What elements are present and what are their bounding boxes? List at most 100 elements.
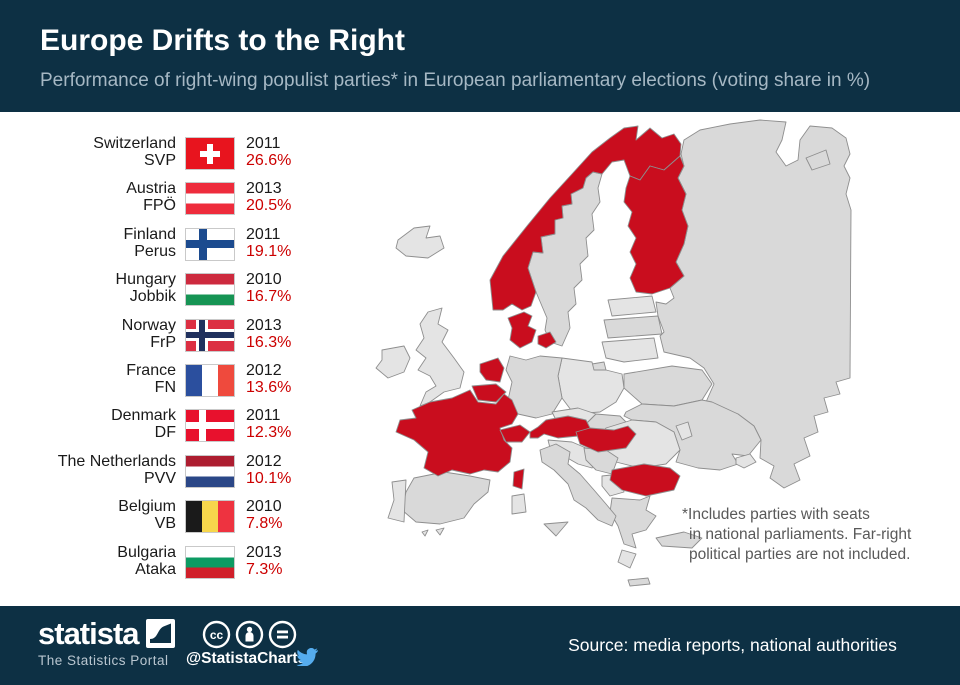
footer: statista The Statistics Portal cc @Stati… — [0, 606, 960, 685]
map-switzerland — [499, 424, 531, 443]
license-icons: cc — [202, 620, 297, 654]
svg-text:cc: cc — [210, 628, 224, 642]
vote-share: 7.3% — [246, 560, 283, 578]
no-derivatives-icon[interactable] — [268, 620, 297, 654]
country-label: France — [126, 361, 176, 379]
map-germany — [505, 355, 563, 419]
vote-share: 20.5% — [246, 197, 292, 215]
country-flag-icon — [185, 273, 235, 307]
map-denmark — [507, 311, 537, 349]
page-title: Europe Drifts to the Right — [40, 24, 405, 57]
map-belarus — [623, 365, 713, 407]
party-label: Ataka — [135, 560, 176, 578]
twitter-icon[interactable] — [296, 647, 318, 671]
list-item: Belgium VB 2010 7.8% — [40, 497, 330, 542]
country-flag-icon — [185, 227, 235, 261]
list-item: Denmark DF 2011 12.3% — [40, 406, 330, 451]
country-label: Switzerland — [93, 135, 176, 152]
country-label: Hungary — [115, 271, 176, 289]
map-portugal — [387, 479, 407, 523]
list-item: France FN 2012 13.6% — [40, 361, 330, 406]
map-bulgaria — [609, 463, 681, 497]
vote-share: 26.6% — [246, 152, 292, 169]
list-item: Norway FrP 2013 16.3% — [40, 316, 330, 361]
footnote-line: political parties are not included. — [689, 546, 911, 563]
header: Europe Drifts to the Right Performance o… — [0, 0, 960, 112]
list-item: Austria FPÖ 2013 20.5% — [40, 179, 330, 224]
map-sicily — [543, 521, 569, 537]
map-latvia — [603, 315, 663, 339]
country-flag-icon — [185, 137, 235, 170]
footnote-line: in national parliaments. Far-right — [689, 526, 912, 543]
statista-tagline: The Statistics Portal — [38, 653, 169, 668]
europe-choropleth — [375, 119, 852, 587]
party-label: DF — [154, 424, 176, 442]
list-item: Switzerland SVP 2011 26.6% — [40, 134, 330, 179]
map-sardinia — [511, 493, 527, 515]
map-lithuania — [601, 337, 659, 363]
country-flag-icon — [185, 318, 235, 352]
footnote-line: *Includes parties with seats — [682, 506, 870, 523]
country-label: Norway — [121, 316, 176, 334]
election-year: 2013 — [246, 180, 282, 198]
country-flag-icon — [185, 454, 235, 488]
country-flag-icon — [185, 182, 235, 216]
country-label: Bulgaria — [117, 543, 176, 561]
map-denmark-island — [537, 331, 557, 349]
map-ireland — [375, 345, 411, 379]
map-turkey — [655, 531, 703, 549]
statista-logo-icon — [146, 619, 175, 653]
election-year: 2010 — [246, 498, 282, 516]
vote-share: 13.6% — [246, 378, 292, 396]
map-moldova — [675, 421, 693, 441]
vote-share: 7.8% — [246, 515, 283, 533]
country-label: Denmark — [111, 407, 176, 425]
list-item: Finland Perus 2011 19.1% — [40, 225, 330, 270]
list-item: Hungary Jobbik 2010 16.7% — [40, 270, 330, 315]
country-flag-icon — [185, 409, 235, 443]
vote-share: 19.1% — [246, 242, 292, 260]
source-text: Source: media reports, national authorit… — [568, 635, 897, 655]
election-year: 2012 — [246, 452, 282, 470]
election-year: 2012 — [246, 361, 282, 379]
election-year: 2013 — [246, 543, 282, 561]
list-item: The Netherlands PVV 2012 10.1% — [40, 452, 330, 497]
party-label: VB — [154, 515, 176, 533]
map-crimea — [735, 453, 757, 469]
party-label: Perus — [134, 242, 176, 260]
country-label: Belgium — [118, 498, 176, 516]
map-balearic-islands — [435, 527, 445, 536]
country-flag-icon — [185, 363, 235, 397]
map-finland — [623, 155, 689, 295]
map-balearic-islands — [421, 529, 429, 537]
party-label: FN — [154, 378, 176, 396]
party-label: SVP — [143, 152, 176, 169]
map-russia-island — [805, 149, 831, 171]
ranking-list: Switzerland SVP 2011 26.6% Austria FPÖ 2… — [40, 134, 330, 588]
election-year: 2011 — [246, 135, 281, 152]
twitter-handle[interactable]: @StatistaCharts — [186, 650, 307, 667]
map-belgium — [471, 383, 507, 403]
cc-icon[interactable]: cc — [202, 620, 231, 654]
party-label: FrP — [150, 333, 176, 351]
vote-share: 10.1% — [246, 469, 292, 487]
page-subtitle: Performance of right-wing populist parti… — [40, 70, 871, 91]
statista-logo-text: statista — [38, 616, 140, 651]
election-year: 2013 — [246, 316, 282, 334]
country-label: Finland — [123, 225, 176, 243]
country-flag-icon — [185, 500, 235, 534]
map-united-kingdom — [415, 307, 465, 407]
map-peloponnese — [617, 549, 637, 569]
map-italy — [539, 443, 617, 527]
country-label: Austria — [126, 180, 176, 198]
map-crete — [627, 577, 651, 587]
vote-share: 16.3% — [246, 333, 292, 351]
election-year: 2011 — [246, 407, 281, 425]
footnote: *Includes parties with seats in national… — [682, 505, 922, 565]
map-netherlands — [479, 357, 505, 383]
vote-share: 16.7% — [246, 288, 292, 306]
attribution-icon[interactable] — [235, 620, 264, 654]
party-label: FPÖ — [143, 197, 176, 215]
map-france — [395, 389, 519, 477]
